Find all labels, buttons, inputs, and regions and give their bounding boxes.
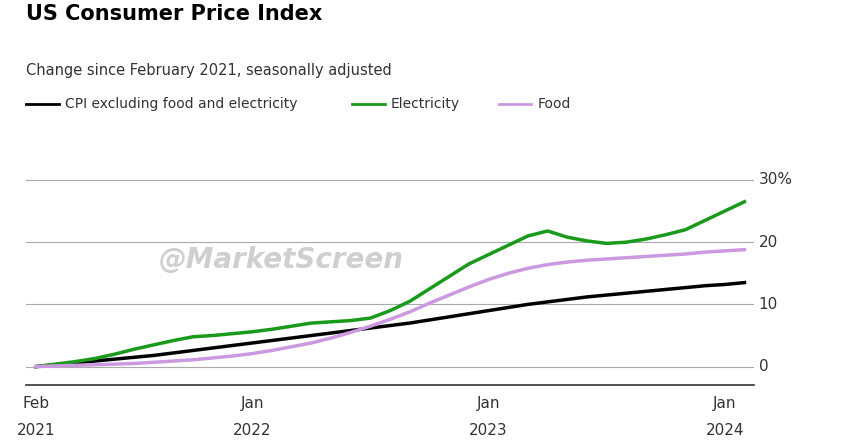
Text: Food: Food: [538, 97, 570, 112]
Text: US Consumer Price Index: US Consumer Price Index: [26, 4, 323, 25]
Text: 2023: 2023: [469, 423, 508, 438]
Text: 20: 20: [759, 235, 778, 250]
Text: Jan: Jan: [713, 396, 736, 411]
Text: 2024: 2024: [706, 423, 744, 438]
Text: Jan: Jan: [477, 396, 500, 411]
Text: @MarketScreen: @MarketScreen: [159, 246, 403, 274]
Text: 2022: 2022: [233, 423, 271, 438]
Text: Feb: Feb: [23, 396, 49, 411]
Text: Change since February 2021, seasonally adjusted: Change since February 2021, seasonally a…: [26, 63, 392, 78]
Text: CPI excluding food and electricity: CPI excluding food and electricity: [65, 97, 297, 112]
Text: 30%: 30%: [759, 172, 792, 187]
Text: Electricity: Electricity: [391, 97, 460, 112]
Text: 2021: 2021: [16, 423, 55, 438]
Text: 0: 0: [759, 359, 768, 374]
Text: 10: 10: [759, 297, 778, 312]
Text: Jan: Jan: [241, 396, 264, 411]
